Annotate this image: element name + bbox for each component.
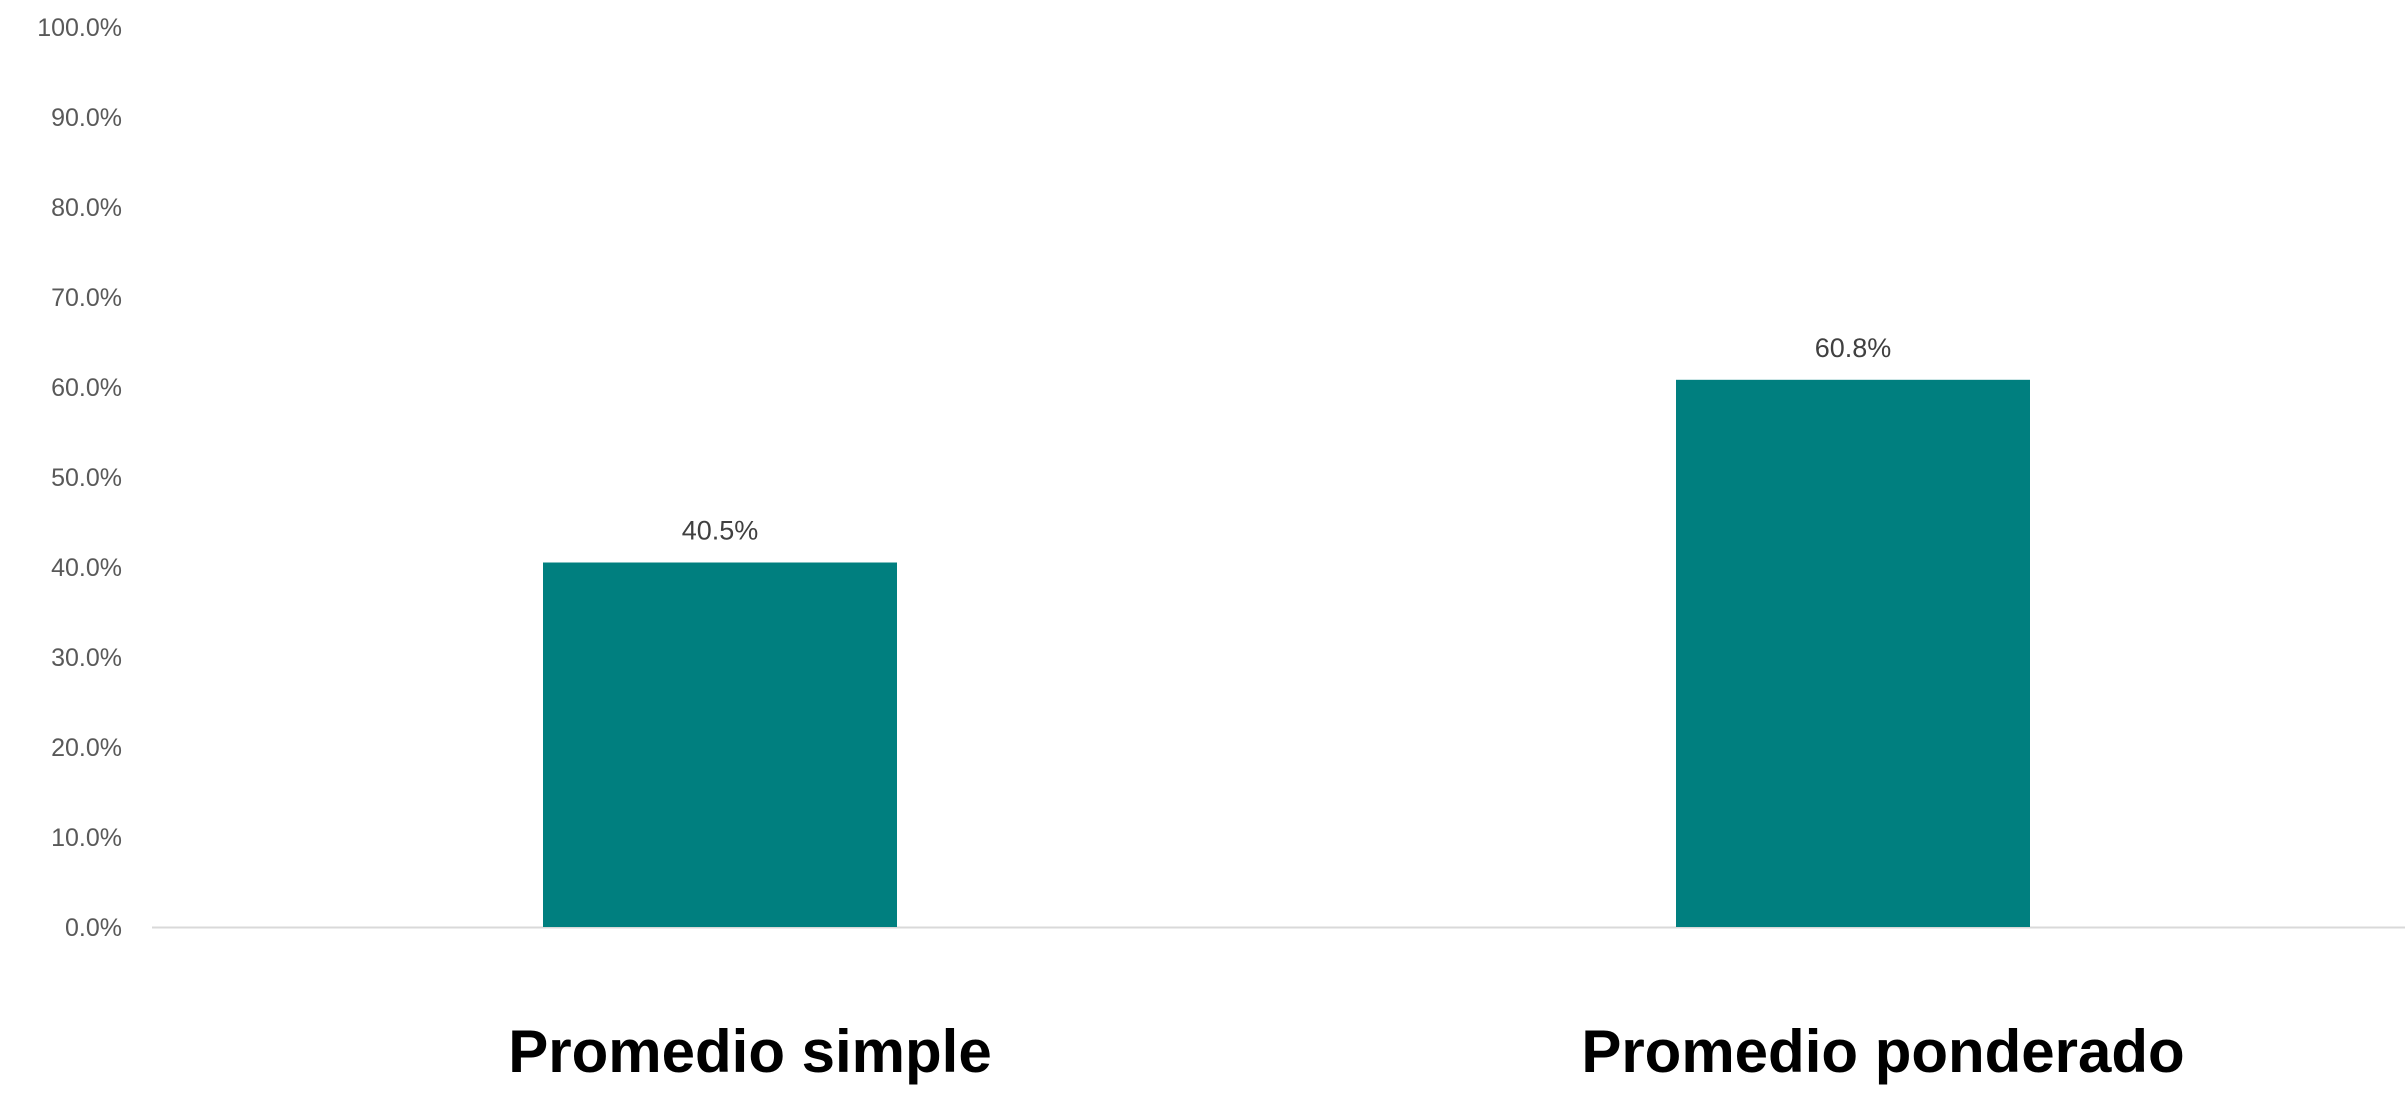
y-tick-label: 90.0% [51,104,122,132]
y-tick-label: 10.0% [51,824,122,852]
bar [543,562,897,927]
category-label: Promedio simple [508,1018,991,1085]
category-label: Promedio ponderado [1581,1018,2184,1085]
y-tick-label: 30.0% [51,644,122,672]
bar-data-label: 60.8% [1815,333,1892,363]
y-axis-tick-labels: 0.0% 10.0% 20.0% 30.0% 40.0% 50.0% 60.0% 70.0% 8… [37,14,122,942]
y-tick-label: 20.0% [51,734,122,762]
y-tick-label: 0.0% [65,914,122,942]
bars-group [543,379,2030,927]
x-axis-category-labels: Promedio simple Promedio ponderado [508,1018,2184,1085]
y-tick-label: 60.0% [51,374,122,402]
y-tick-label: 50.0% [51,464,122,492]
y-tick-label: 70.0% [51,284,122,312]
data-labels-group: 40.5% 60.8% [682,333,1892,546]
y-tick-label: 40.0% [51,554,122,582]
bar [1676,379,2030,927]
y-tick-label: 100.0% [37,14,122,42]
y-tick-label: 80.0% [51,194,122,222]
bar-data-label: 40.5% [682,516,759,546]
